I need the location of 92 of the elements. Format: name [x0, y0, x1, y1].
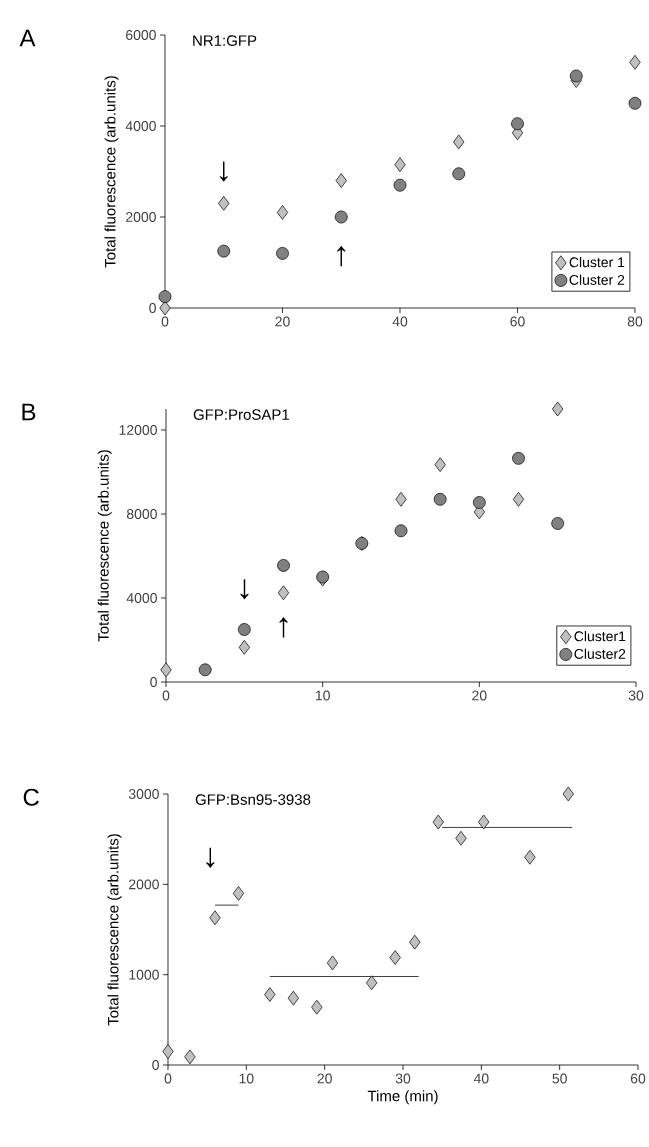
y-tick-label: 2000 [128, 879, 159, 890]
point [277, 559, 290, 572]
x-tick-label: 40 [392, 316, 408, 327]
point [326, 955, 339, 971]
point [237, 623, 251, 636]
text: B [22, 403, 36, 421]
y-tick-label: 3000 [128, 789, 159, 799]
point [160, 662, 172, 678]
point [562, 786, 574, 802]
point [159, 300, 171, 316]
legend-label: Cluster2 [574, 648, 626, 659]
x-tick-label: 40 [473, 1073, 489, 1084]
y-tick-label: 0 [152, 1060, 159, 1070]
y-tick-label: 12000 [119, 425, 157, 435]
annotation: ↓ [219, 161, 228, 182]
x-tick-label: 10 [315, 690, 330, 701]
text: C [23, 788, 39, 806]
legend-label: Cluster 2 [569, 274, 625, 285]
point [276, 205, 289, 220]
point [389, 950, 401, 965]
x-tick-label: 80 [627, 316, 643, 327]
chart-title: GFP:Bsn95-3938 [195, 794, 311, 805]
point [394, 524, 408, 538]
x-tick-label: 20 [472, 690, 487, 701]
annotation: ↑ [279, 617, 288, 638]
x-tick-label: 0 [161, 316, 169, 327]
point [478, 814, 490, 830]
y-tick-label: 4000 [125, 121, 156, 131]
point [287, 990, 299, 1006]
y-tick-label: 0 [149, 303, 156, 313]
point [311, 999, 323, 1015]
x-tick-label: 60 [630, 1073, 646, 1084]
x-axis-title: Time (min) [367, 1090, 438, 1105]
y-tick-label: 6000 [126, 30, 156, 40]
annotation: ↓ [206, 847, 215, 868]
point [551, 517, 564, 530]
point [455, 830, 467, 846]
legend-label: Cluster 1 [569, 256, 625, 268]
point [511, 117, 524, 131]
point [238, 640, 250, 655]
y-tick-label: 8000 [126, 509, 157, 519]
y-axis-title: Total fluorescence (arb.units) [97, 450, 112, 642]
y-tick-label: 0 [150, 677, 157, 687]
point [158, 290, 172, 303]
x-tick-label: 50 [552, 1073, 567, 1084]
x-tick-label: 30 [395, 1073, 411, 1084]
x-tick-label: 60 [510, 316, 525, 327]
point [217, 244, 231, 258]
point [512, 491, 525, 507]
point [264, 987, 276, 1002]
point [232, 886, 245, 901]
y-axis-title: Total fluorescence (arb.units) [104, 76, 119, 268]
x-tick-label: 0 [164, 1073, 172, 1084]
point [395, 491, 407, 507]
x-tick-label: 20 [317, 1073, 332, 1084]
point [162, 1044, 174, 1059]
y-tick-label: 1000 [129, 969, 159, 980]
point [394, 157, 406, 173]
chart-title: NR1:GFP [193, 35, 257, 46]
x-tick-label: 30 [628, 690, 644, 701]
x-tick-label: 20 [275, 316, 290, 327]
point [277, 585, 290, 601]
point [569, 69, 583, 83]
point [452, 167, 466, 181]
annotation: ↓ [240, 579, 249, 600]
point [434, 457, 446, 473]
annotation: ↑ [337, 246, 346, 267]
point [335, 173, 347, 188]
point [512, 452, 525, 465]
point [472, 496, 486, 509]
text: A [19, 29, 36, 47]
y-tick-label: 2000 [125, 212, 156, 222]
x-tick-label: 10 [239, 1073, 254, 1084]
point [433, 492, 447, 506]
point [334, 210, 348, 224]
point [552, 401, 564, 417]
point [218, 196, 230, 211]
point [276, 247, 289, 260]
y-tick-label: 4000 [126, 593, 157, 603]
legend-label: Cluster1 [574, 630, 626, 642]
point [366, 975, 378, 991]
y-axis-title: Total fluorescence (arb.units) [107, 834, 122, 1026]
point [209, 910, 221, 926]
chart-title: GFP:ProSAP1 [193, 409, 289, 420]
x-tick-label: 0 [162, 690, 170, 701]
point [184, 1049, 196, 1065]
point [453, 134, 465, 150]
point [393, 178, 407, 192]
point [432, 814, 444, 830]
point [409, 934, 421, 950]
point [198, 663, 212, 677]
point [524, 849, 536, 865]
